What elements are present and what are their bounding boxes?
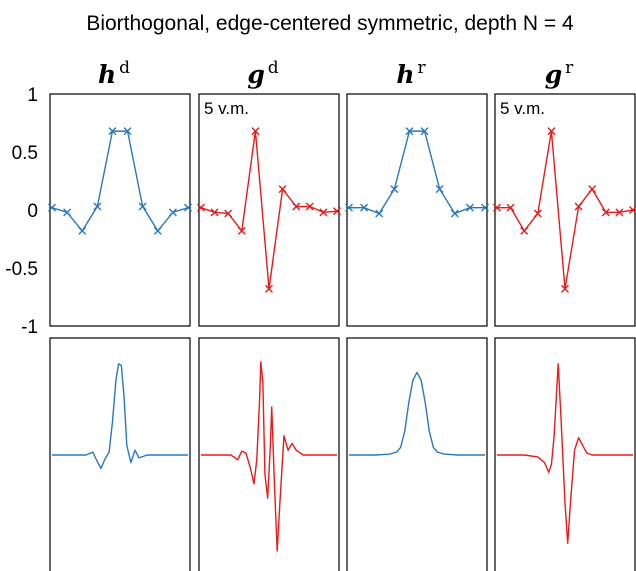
- coefficient-point: [237, 226, 246, 235]
- coefficient-plot-frame: [494, 93, 636, 327]
- coefficient-point: [123, 127, 132, 136]
- coefficient-point: [345, 203, 353, 212]
- coefficient-point: [168, 208, 177, 217]
- vanishing-moments-note: 5 v.m.: [500, 99, 545, 118]
- coefficient-point: [93, 202, 102, 211]
- coefficient-point: [405, 127, 414, 136]
- y-tick-label: 0: [27, 201, 38, 222]
- coefficient-point: [278, 185, 287, 194]
- coefficient-point: [547, 127, 556, 136]
- y-tick-label: -0.5: [5, 259, 38, 280]
- coefficient-point: [48, 203, 56, 212]
- coefficient-point: [360, 203, 369, 212]
- figure-title: Biorthogonal, edge-centered symmetric, d…: [86, 12, 574, 35]
- panel-g-d: g d 5 v.m.: [197, 58, 341, 571]
- y-axis: 1 0.5 0 -0.5 -1: [5, 85, 38, 338]
- coefficient-point: [78, 226, 87, 235]
- coefficient-point: [305, 202, 314, 211]
- coefficient-point: [435, 185, 444, 194]
- coefficient-point: [138, 202, 147, 211]
- coefficient-plot-frame: [49, 93, 191, 327]
- y-tick-label: -1: [21, 317, 38, 338]
- coefficient-point: [520, 226, 529, 235]
- y-tick-label: 0.5: [12, 143, 38, 164]
- coefficient-point: [601, 208, 610, 217]
- coefficient-point: [506, 203, 515, 212]
- limit-function-curve: [349, 371, 485, 456]
- coefficient-point: [375, 209, 384, 218]
- limit-function-curve: [497, 363, 633, 545]
- coefficient-point: [108, 127, 117, 136]
- coefficient-point: [251, 127, 260, 136]
- limit-function-curve: [201, 361, 337, 552]
- coefficient-point: [465, 203, 474, 212]
- coefficient-point: [184, 203, 192, 212]
- coefficient-point: [210, 208, 219, 217]
- coefficient-plot-frame: [346, 93, 488, 327]
- coefficient-point: [420, 127, 429, 136]
- vanishing-moments-note: 5 v.m.: [204, 99, 249, 118]
- coefficient-point: [319, 208, 328, 217]
- coefficient-point: [615, 208, 624, 217]
- coefficient-point: [574, 202, 583, 211]
- coefficient-point: [197, 203, 205, 212]
- coefficient-series-line: [51, 130, 189, 233]
- coefficient-point: [450, 209, 459, 218]
- coefficient-point: [561, 284, 569, 293]
- coefficient-series-line: [349, 130, 485, 215]
- coefficient-point: [481, 203, 489, 212]
- coefficient-point: [292, 202, 301, 211]
- coefficient-point: [333, 207, 341, 216]
- limit-function-curve: [52, 363, 188, 470]
- coefficient-point: [629, 206, 636, 214]
- coefficient-point: [153, 226, 162, 235]
- panel-g-r: g r5 v.m.: [493, 58, 636, 571]
- coefficient-point: [390, 185, 399, 194]
- panel-grid: h d g d5 v.m.h r g r5 v.m.: [48, 58, 636, 571]
- coefficient-point: [533, 209, 542, 218]
- coefficient-point: [224, 209, 233, 218]
- coefficient-point: [588, 185, 597, 194]
- coefficient-point: [63, 208, 72, 217]
- coefficient-point: [265, 284, 273, 293]
- coefficient-point: [493, 203, 501, 212]
- y-tick-label: 1: [27, 85, 38, 106]
